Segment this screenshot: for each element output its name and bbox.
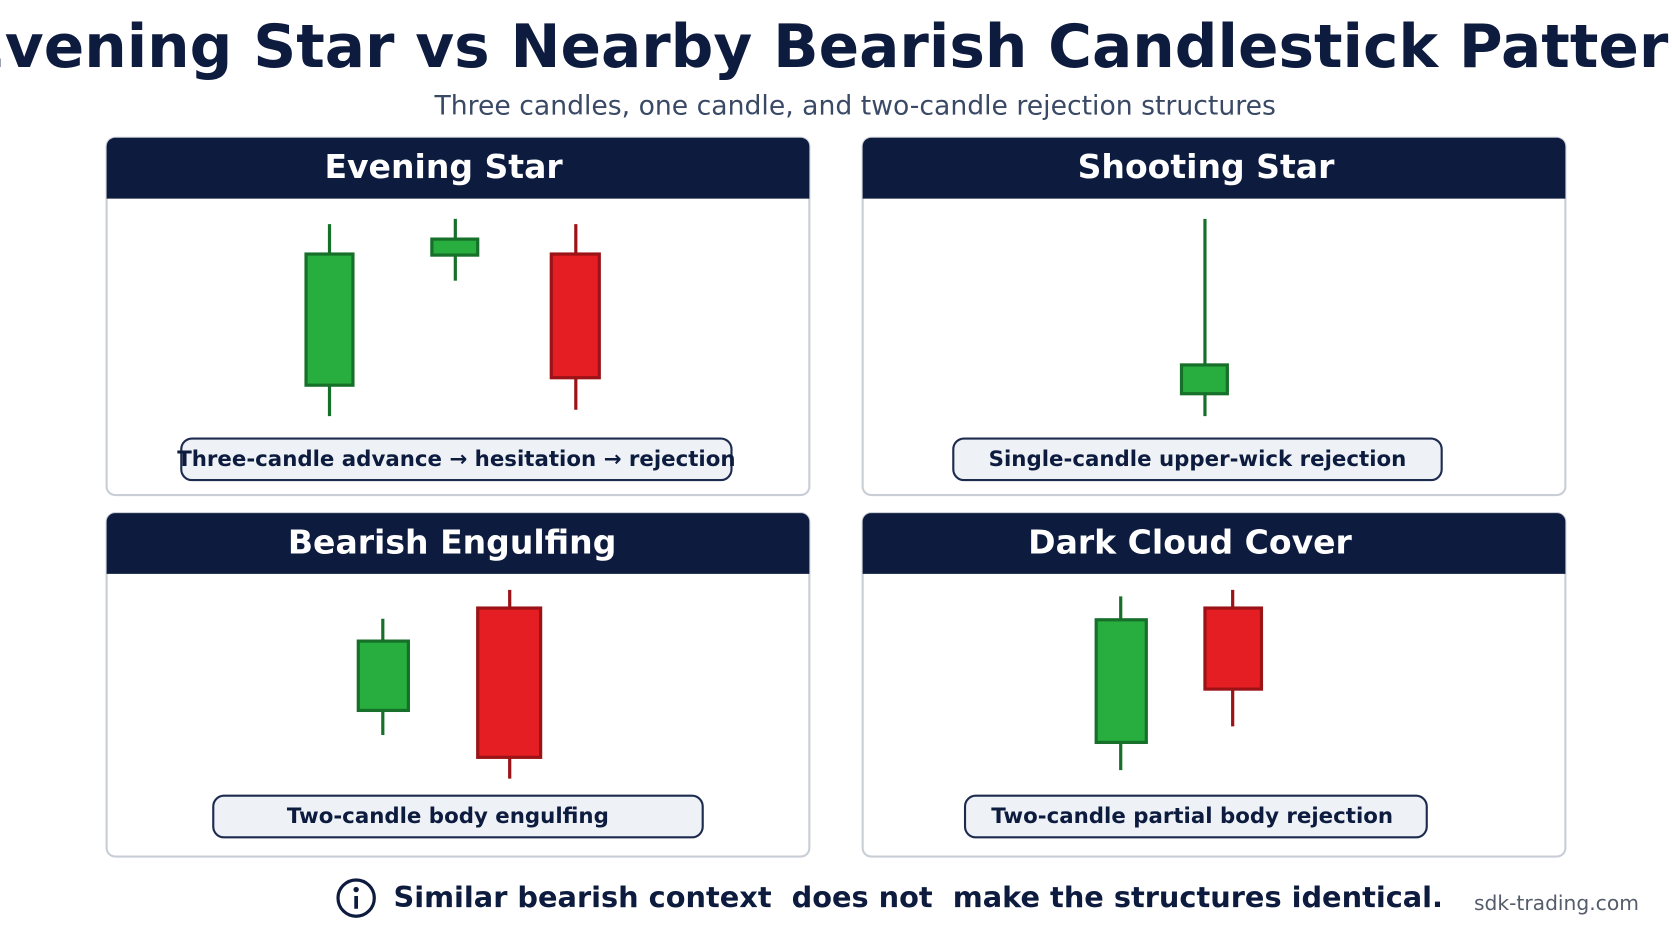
caption-pill [180,437,733,482]
candle [476,606,543,759]
candle [430,237,480,257]
panel-title: Evening Star [324,147,563,186]
panel-header [106,513,810,574]
candle [1094,618,1148,745]
panel-title: Shooting Star [1078,147,1335,186]
info-icon-dot [353,886,359,893]
panel-header [862,513,1566,574]
candle [304,252,355,387]
caption: Three-candle advance → hesitation → reje… [177,447,735,472]
candle [356,639,411,713]
candle [1203,606,1264,691]
caption-pill [212,794,704,839]
candle [549,252,601,380]
panel-header [862,137,1566,199]
title: Evening Star vs Nearby Bearish Candlesti… [0,13,1672,82]
caption: Two-candle partial body rejection [991,804,1393,829]
info-icon [336,878,376,918]
panel-title: Dark Cloud Cover [1028,523,1352,562]
footer-note: Similar bearish context does not make th… [393,880,1443,914]
panel: Dark Cloud Cover Two-candle partial body… [861,512,1567,858]
caption: Two-candle body engulfing [287,804,609,829]
panel: Evening Star Three-candle advance → hesi… [105,136,811,497]
caption-pill [963,794,1428,839]
panel-header [106,137,810,199]
caption: Single-candle upper-wick rejection [989,447,1407,472]
panel-title: Bearish Engulfing [288,523,617,562]
caption-pill [952,437,1443,482]
source: sdk-trading.com [1474,891,1639,915]
candle [1179,363,1229,396]
panel: Shooting Star Single-candle upper-wick r… [861,136,1567,497]
subtitle: Three candles, one candle, and two-candl… [433,90,1275,121]
panel: Bearish Engulfing Two-candle body engulf… [105,512,811,858]
